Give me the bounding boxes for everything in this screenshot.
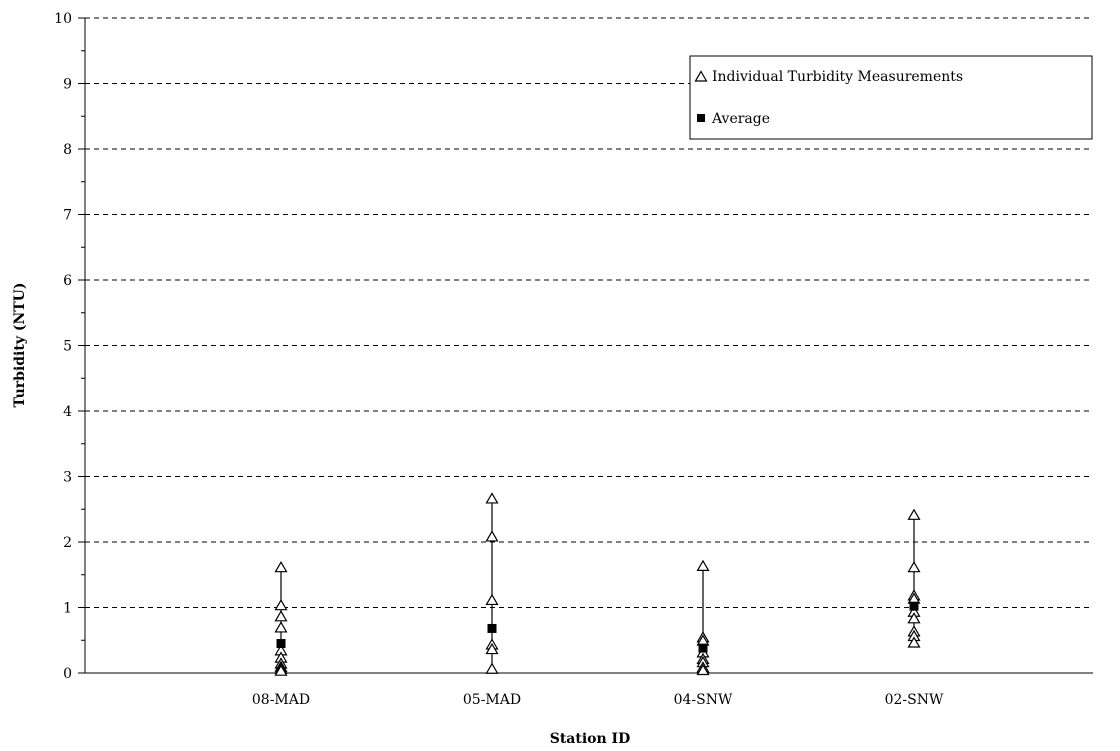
grid-layer [85,17,1093,608]
measurement-point [907,561,921,573]
measurement-point [274,664,288,676]
measurement-point [907,612,921,624]
y-tick-label: 10 [54,11,72,27]
legend-label-average: Average [711,111,770,127]
y-axis-title: Turbidity (NTU) [12,282,28,407]
measurement-point [485,662,499,674]
measurement-point [274,610,288,622]
legend: Individual Turbidity Measurements Averag… [689,55,1093,140]
measurement-point [274,621,288,633]
average-point [276,639,286,649]
legend-square-icon [697,114,705,122]
y-tick-label: 2 [63,535,72,551]
y-tick-label: 8 [63,142,72,158]
x-tick-label: 02-SNW [885,692,944,708]
y-tick-label: 4 [63,404,72,420]
y-tick-label: 0 [63,666,72,682]
x-axis-title: Station ID [550,731,631,747]
average-point [698,643,708,653]
x-tick-label: 08-MAD [252,692,310,708]
measurement-point [907,636,921,648]
x-tick-label: 04-SNW [674,692,733,708]
x-tick-label: 05-MAD [463,692,521,708]
axis-layer: 0 1 2 3 4 5 6 7 8 9 10 08-MAD 05-MAD 04-SNW 02-SNW [54,11,1093,708]
legend-triangle-icon [694,70,708,82]
y-tick-label: 1 [63,601,72,617]
measurement-point [907,508,921,520]
y-tick-label: 3 [63,470,72,486]
y-tick-label: 6 [63,273,72,289]
measurement-point [696,559,710,571]
average-point [909,601,919,611]
measurement-point [274,561,288,573]
measurement-point [485,492,499,504]
legend-box [689,55,1093,140]
y-tick-label: 5 [63,339,72,355]
y-tick-label: 9 [63,77,72,93]
average-point [487,623,497,633]
measurement-point [696,663,710,676]
measurement-point [274,598,288,611]
measurement-point [485,593,499,606]
legend-label-measurements: Individual Turbidity Measurements [712,69,963,85]
measurement-point [485,642,499,655]
measurement-point [485,530,499,542]
y-tick-label: 7 [63,208,72,224]
series-layer [274,492,921,676]
